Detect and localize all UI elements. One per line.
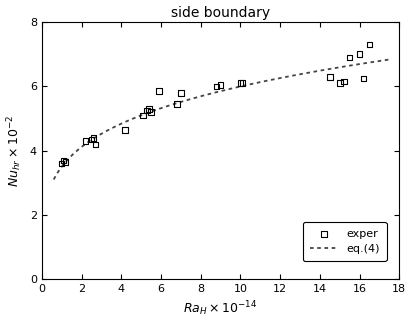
Legend: exper, eq.(4): exper, eq.(4) <box>303 222 387 261</box>
exper <box>346 55 353 60</box>
eq.(4) <box>295 73 300 76</box>
exper <box>356 52 363 57</box>
exper <box>327 74 333 79</box>
exper <box>148 110 154 115</box>
exper <box>146 106 152 111</box>
exper <box>213 84 220 89</box>
exper <box>122 127 129 133</box>
exper <box>144 108 150 113</box>
exper <box>237 81 244 86</box>
exper <box>239 81 246 86</box>
exper <box>88 137 95 142</box>
exper <box>140 113 146 118</box>
eq.(4) <box>262 79 267 83</box>
exper <box>217 82 224 87</box>
Title: side boundary: side boundary <box>171 6 270 19</box>
exper <box>366 42 373 47</box>
exper <box>90 135 97 140</box>
exper <box>59 161 65 166</box>
exper <box>178 90 184 96</box>
eq.(4) <box>51 178 56 181</box>
exper <box>360 76 367 81</box>
exper <box>60 158 67 163</box>
exper <box>337 81 343 86</box>
eq.(4) <box>294 73 299 77</box>
Y-axis label: $Nu_{hr} \times 10^{-2}$: $Nu_{hr} \times 10^{-2}$ <box>5 115 24 187</box>
eq.(4) <box>387 58 392 62</box>
exper <box>173 101 180 107</box>
exper <box>82 138 89 144</box>
exper <box>62 159 69 165</box>
Line: eq.(4): eq.(4) <box>54 60 389 179</box>
exper <box>340 79 347 84</box>
eq.(4) <box>91 136 96 140</box>
exper <box>92 142 99 147</box>
eq.(4) <box>161 106 166 110</box>
X-axis label: $Ra_H \times 10^{-14}$: $Ra_H \times 10^{-14}$ <box>183 300 258 318</box>
eq.(4) <box>184 98 189 102</box>
exper <box>156 89 162 94</box>
